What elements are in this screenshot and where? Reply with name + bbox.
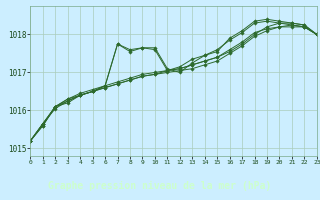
Text: Graphe pression niveau de la mer (hPa): Graphe pression niveau de la mer (hPa) bbox=[48, 181, 272, 191]
